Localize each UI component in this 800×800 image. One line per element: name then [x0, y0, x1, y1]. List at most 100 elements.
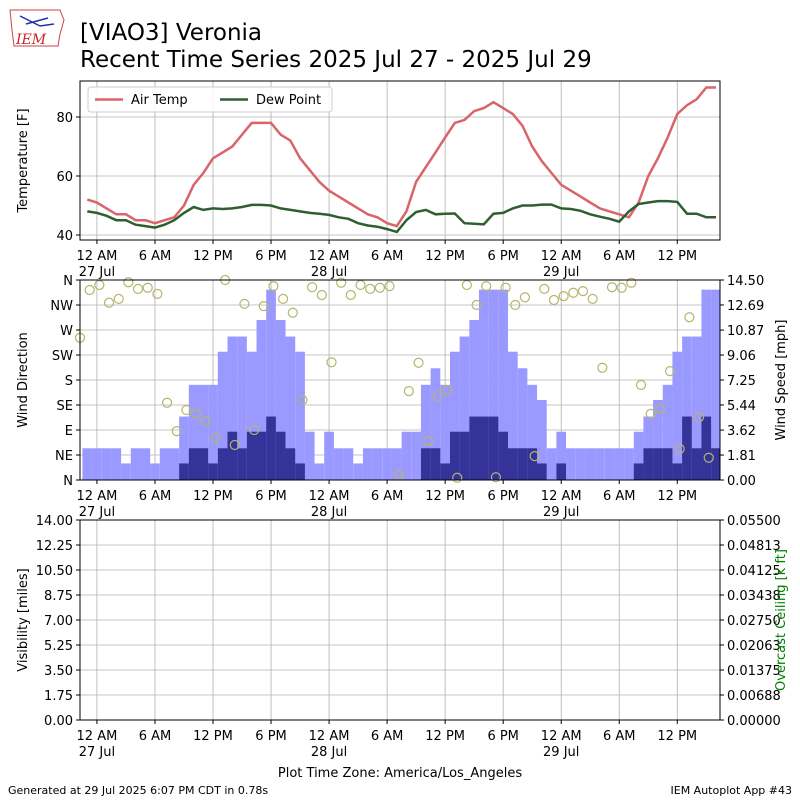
x-tick-date: 27 Jul	[79, 505, 115, 520]
scatter-point	[123, 277, 134, 288]
bar	[488, 289, 499, 480]
bar	[353, 463, 363, 480]
bar	[169, 448, 180, 480]
y2-tick-label: 0.00000	[727, 714, 781, 729]
x-tick-label: 12 AM	[309, 729, 350, 744]
bar	[508, 351, 518, 480]
bar	[556, 463, 567, 480]
y-tick-label: S	[65, 374, 73, 389]
scatter-point	[635, 379, 647, 391]
y2-tick-label: 0.05500	[727, 514, 781, 529]
bar	[256, 320, 267, 480]
y-axis-label: Temperature [F]	[16, 108, 31, 213]
bar	[469, 416, 479, 480]
scatter-point	[278, 293, 289, 304]
scatter-point	[481, 281, 492, 292]
y2-axis-label: Overcast Ceiling [k ft]	[774, 549, 789, 691]
bar	[372, 448, 383, 480]
x-tick-label: 6 AM	[371, 249, 404, 264]
bar	[469, 320, 479, 480]
bar	[285, 448, 296, 480]
scatter-point	[471, 299, 482, 311]
bar	[256, 431, 267, 480]
scatter-point	[210, 432, 221, 443]
scatter-point	[645, 408, 656, 419]
scatter-point	[626, 277, 637, 288]
scatter-point	[374, 282, 385, 293]
scatter-point	[664, 366, 676, 377]
bar	[159, 448, 170, 480]
scatter-point	[606, 282, 618, 293]
bar	[111, 448, 122, 480]
series-line	[87, 199, 716, 234]
legend-box	[87, 86, 333, 113]
bar	[266, 289, 276, 480]
scatter-point	[442, 384, 453, 396]
y-tick-label: 80	[56, 111, 73, 126]
y-tick-label: N	[63, 274, 73, 289]
y-tick-label: 14.00	[36, 514, 73, 529]
y2-tick-label: 0.03438	[727, 589, 781, 604]
scatter-point	[336, 277, 347, 288]
y-tick-label: W	[60, 324, 73, 339]
bar	[701, 416, 712, 480]
y-tick-label: 12.25	[36, 539, 73, 554]
scatter-point	[423, 436, 434, 447]
bar	[295, 463, 305, 480]
bar	[701, 289, 712, 480]
scatter-point	[326, 357, 337, 368]
y-tick-label: NW	[50, 299, 73, 314]
bar	[508, 448, 518, 480]
bar	[566, 448, 576, 480]
scatter-point	[693, 412, 705, 423]
bar	[478, 416, 489, 480]
scatter-point	[490, 472, 502, 483]
bar	[614, 448, 625, 480]
x-tick-date: 27 Jul	[79, 745, 115, 760]
bar	[140, 448, 151, 480]
x-tick-label: 12 PM	[425, 249, 465, 264]
scatter-point	[316, 289, 327, 301]
scatter-point	[568, 287, 579, 298]
bar	[121, 463, 131, 480]
bar	[237, 448, 247, 480]
scatter-point	[616, 282, 627, 293]
scatter-point	[152, 288, 163, 299]
x-tick-label: 12 AM	[77, 249, 118, 264]
bar	[556, 431, 567, 480]
bar	[430, 448, 441, 480]
y-tick-label: E	[65, 424, 73, 439]
x-tick-label: 6 AM	[603, 489, 636, 504]
scatter-point	[229, 439, 240, 451]
bar	[314, 463, 325, 480]
bar	[150, 463, 160, 480]
bar	[633, 431, 644, 480]
scatter-point	[684, 312, 695, 323]
scatter-point	[432, 391, 443, 402]
bar	[391, 448, 402, 480]
scatter-point	[548, 294, 560, 306]
bar	[711, 448, 720, 480]
scatter-point	[287, 307, 298, 318]
bar	[343, 448, 354, 480]
bar	[498, 289, 509, 480]
bar	[517, 448, 528, 480]
x-tick-label: 12 PM	[193, 249, 233, 264]
bar	[237, 336, 247, 480]
bar	[527, 448, 538, 480]
bar	[304, 431, 315, 480]
bar	[82, 448, 93, 480]
bar	[682, 336, 692, 480]
scatter-point	[161, 397, 173, 408]
y2-tick-label: 10.87	[727, 324, 764, 339]
scatter-point	[519, 292, 531, 303]
y2-axis-label: Wind Speed [mph]	[774, 320, 789, 441]
scatter-point	[171, 426, 182, 437]
x-tick-label: 6 AM	[139, 729, 172, 744]
x-axis-label: Plot Time Zone: America/Los_Angeles	[278, 766, 522, 781]
y-tick-label: 7.00	[44, 614, 73, 629]
scatter-point	[558, 291, 569, 302]
bar	[227, 336, 238, 480]
y2-tick-label: 14.50	[727, 274, 764, 289]
bar	[440, 384, 450, 480]
